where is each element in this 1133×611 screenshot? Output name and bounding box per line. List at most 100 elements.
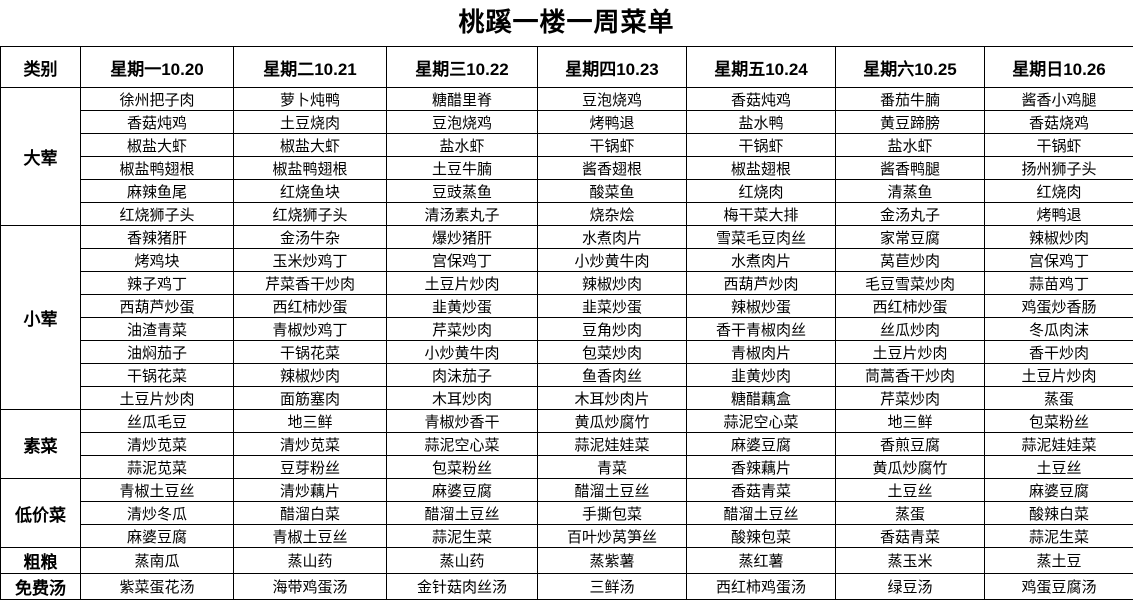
dish-cell: 鸡蛋豆腐汤 — [984, 573, 1133, 600]
dish-cell: 烧杂烩 — [537, 202, 687, 226]
column-header-day-6: 星期六10.25 — [835, 46, 985, 88]
column-header-day-2: 星期二10.21 — [233, 46, 387, 88]
dish-cell: 番茄牛腩 — [835, 87, 985, 111]
dish-cell: 蒸山药 — [233, 547, 387, 574]
dish-cell: 面筋塞肉 — [233, 386, 387, 410]
dish-cell: 酱香小鸡腿 — [984, 87, 1133, 111]
dish-cell: 醋溜白菜 — [233, 501, 387, 525]
dish-cell: 芹菜香干炒肉 — [233, 271, 387, 295]
dish-cell: 清炒苋菜 — [80, 432, 234, 456]
dish-cell: 宫保鸡丁 — [386, 248, 538, 272]
menu-row: 椒盐鸭翅根 椒盐鸭翅根 土豆牛腩 酱香翅根 椒盐翅根 酱香鸭腿 扬州狮子头 — [1, 156, 1133, 180]
dish-cell: 西葫芦炒蛋 — [80, 294, 234, 318]
dish-cell: 爆炒猪肝 — [386, 225, 538, 249]
dish-cell: 香干炒肉 — [984, 340, 1133, 364]
dish-cell: 蒜泥娃娃菜 — [984, 432, 1133, 456]
dish-cell: 水煮肉片 — [537, 225, 687, 249]
dish-cell: 香菇炖鸡 — [80, 110, 234, 134]
dish-cell: 油渣青菜 — [80, 317, 234, 341]
dish-cell: 香干青椒肉丝 — [686, 317, 836, 341]
dish-cell: 土豆片炒肉 — [984, 363, 1133, 387]
dish-cell: 醋溜土豆丝 — [686, 501, 836, 525]
column-header-day-1: 星期一10.20 — [80, 46, 234, 88]
dish-cell: 青菜 — [537, 455, 687, 479]
category-cell: 小荤 — [0, 225, 81, 410]
category-cell: 粗粮 — [0, 547, 81, 574]
dish-cell: 芹菜炒肉 — [835, 386, 985, 410]
dish-cell: 土豆丝 — [984, 455, 1133, 479]
dish-cell: 徐州把子肉 — [80, 87, 234, 111]
dish-cell: 家常豆腐 — [835, 225, 985, 249]
category-cell: 大荤 — [0, 87, 81, 226]
dish-cell: 蒸紫薯 — [537, 547, 687, 574]
dish-cell: 香菇青菜 — [686, 478, 836, 502]
menu-row: 油焖茄子 干锅花菜 小炒黄牛肉 包菜炒肉 青椒肉片 土豆片炒肉 香干炒肉 — [1, 340, 1133, 364]
menu-row: 素菜 丝瓜毛豆 地三鲜 青椒炒香干 黄瓜炒腐竹 蒜泥空心菜 地三鲜 包菜粉丝 — [0, 409, 1133, 479]
dish-cell: 韭黄炒肉 — [686, 363, 836, 387]
dish-cell: 土豆烧肉 — [233, 110, 387, 134]
dish-cell: 绿豆汤 — [835, 573, 985, 600]
column-header-category: 类别 — [0, 46, 81, 88]
dish-cell: 土豆丝 — [835, 478, 985, 502]
dish-cell: 烤鸭退 — [984, 202, 1133, 226]
dish-cell: 茼蒿香干炒肉 — [835, 363, 985, 387]
dish-cell: 香菇炖鸡 — [686, 87, 836, 111]
dish-cell: 百叶炒莴笋丝 — [537, 524, 687, 548]
dish-cell: 蒸南瓜 — [80, 547, 234, 574]
dish-cell: 红烧鱼块 — [233, 179, 387, 203]
dish-cell: 金汤丸子 — [835, 202, 985, 226]
dish-cell: 麻婆豆腐 — [80, 524, 234, 548]
dish-cell: 豆芽粉丝 — [233, 455, 387, 479]
menu-row: 大荤 徐州把子肉 萝卜炖鸭 糖醋里脊 豆泡烧鸡 香菇炖鸡 番茄牛腩 酱香小鸡腿 — [0, 87, 1133, 226]
dish-cell: 椒盐鸭翅根 — [233, 156, 387, 180]
dish-cell: 辣子鸡丁 — [80, 271, 234, 295]
dish-cell: 辣椒炒肉 — [233, 363, 387, 387]
dish-cell: 酸菜鱼 — [537, 179, 687, 203]
page-title: 桃蹊一楼一周菜单 — [458, 7, 675, 37]
dish-cell: 蒸蛋 — [984, 386, 1133, 410]
dish-cell: 金针菇肉丝汤 — [386, 573, 538, 600]
dish-cell: 蒜泥娃娃菜 — [537, 432, 687, 456]
dish-cell: 椒盐翅根 — [686, 156, 836, 180]
dish-cell: 蒜泥生菜 — [386, 524, 538, 548]
dish-cell: 西红柿炒蛋 — [233, 294, 387, 318]
dish-cell: 盐水虾 — [386, 133, 538, 157]
dish-cell: 酸辣白菜 — [984, 501, 1133, 525]
dish-cell: 椒盐大虾 — [80, 133, 234, 157]
dish-cell: 土豆片炒肉 — [835, 340, 985, 364]
dish-cell: 辣椒炒蛋 — [686, 294, 836, 318]
menu-row: 清炒苋菜 清炒苋菜 蒜泥空心菜 蒜泥娃娃菜 麻婆豆腐 香煎豆腐 蒜泥娃娃菜 — [1, 432, 1133, 456]
menu-row: 麻婆豆腐 青椒土豆丝 蒜泥生菜 百叶炒莴笋丝 酸辣包菜 香菇青菜 蒜泥生菜 — [1, 524, 1133, 548]
menu-row: 红烧狮子头 红烧狮子头 清汤素丸子 烧杂烩 梅干菜大排 金汤丸子 烤鸭退 — [1, 202, 1133, 226]
dish-cell: 糖醋里脊 — [386, 87, 538, 111]
dish-cell: 红烧肉 — [686, 179, 836, 203]
dish-cell: 萝卜炖鸭 — [233, 87, 387, 111]
dish-cell: 包菜粉丝 — [984, 409, 1133, 433]
dish-cell: 干锅花菜 — [233, 340, 387, 364]
column-header-day-3: 星期三10.22 — [386, 46, 538, 88]
dish-cell: 麻婆豆腐 — [984, 478, 1133, 502]
column-header-day-7: 星期日10.26 — [984, 46, 1133, 88]
dish-cell: 肉沫茄子 — [386, 363, 538, 387]
dish-cell: 三鲜汤 — [537, 573, 687, 600]
dish-cell: 丝瓜毛豆 — [80, 409, 234, 433]
dish-cell: 芹菜炒肉 — [386, 317, 538, 341]
dish-cell: 雪菜毛豆肉丝 — [686, 225, 836, 249]
menu-row: 低价菜 青椒土豆丝 清炒藕片 麻婆豆腐 醋溜土豆丝 香菇青菜 土豆丝 麻婆豆腐 — [0, 478, 1133, 548]
dish-cell: 扬州狮子头 — [984, 156, 1133, 180]
dish-cell: 酱香翅根 — [537, 156, 687, 180]
dish-cell: 木耳炒肉 — [386, 386, 538, 410]
dish-cell: 包菜粉丝 — [386, 455, 538, 479]
dish-cell: 干锅虾 — [537, 133, 687, 157]
dish-cell: 蒜泥生菜 — [984, 524, 1133, 548]
dish-cell: 青椒土豆丝 — [233, 524, 387, 548]
menu-row: 清炒冬瓜 醋溜白菜 醋溜土豆丝 手撕包菜 醋溜土豆丝 蒸蛋 酸辣白菜 — [1, 501, 1133, 525]
dish-cell: 烤鸡块 — [80, 248, 234, 272]
dish-cell: 手撕包菜 — [537, 501, 687, 525]
menu-row: 香菇炖鸡 土豆烧肉 豆泡烧鸡 烤鸭退 盐水鸭 黄豆蹄膀 香菇烧鸡 — [1, 110, 1133, 134]
dish-cell: 烤鸭退 — [537, 110, 687, 134]
menu-row: 土豆片炒肉 面筋塞肉 木耳炒肉 木耳炒肉片 糖醋藕盒 芹菜炒肉 蒸蛋 — [1, 386, 1133, 410]
dish-cell: 冬瓜肉沫 — [984, 317, 1133, 341]
dish-cell: 青椒炒香干 — [386, 409, 538, 433]
dish-cell: 麻婆豆腐 — [386, 478, 538, 502]
